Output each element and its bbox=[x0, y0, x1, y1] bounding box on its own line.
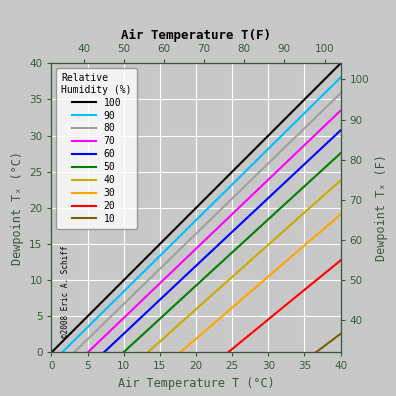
Legend: 100, 90, 80, 70, 60, 50, 40, 30, 20, 10: 100, 90, 80, 70, 60, 50, 40, 30, 20, 10 bbox=[56, 68, 137, 229]
X-axis label: Air Temperature T (°C): Air Temperature T (°C) bbox=[118, 377, 274, 390]
X-axis label: Air Temperature T(F): Air Temperature T(F) bbox=[121, 29, 271, 42]
Text: ©2008 Eric A. Schiff: ©2008 Eric A. Schiff bbox=[61, 246, 70, 338]
Y-axis label: Dewpoint Tₓ (°C): Dewpoint Tₓ (°C) bbox=[11, 151, 24, 265]
Y-axis label: Dewpoint Tₓ (F): Dewpoint Tₓ (F) bbox=[375, 154, 388, 261]
